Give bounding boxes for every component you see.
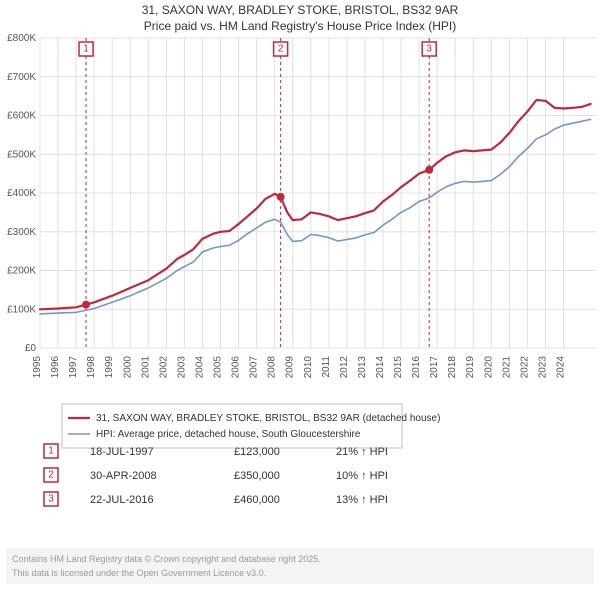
y-tick-label: £0 (25, 343, 37, 354)
sale-marker-number: 2 (278, 44, 284, 55)
x-tick-label: 1996 (50, 356, 61, 379)
y-tick-label: £100K (7, 304, 36, 315)
sales-table-price: £123,000 (234, 446, 280, 458)
sales-table-delta: 10% ↑ HPI (336, 470, 388, 482)
x-tick-label: 2010 (303, 356, 314, 379)
sales-table-date: 22-JUL-2016 (90, 494, 154, 506)
sales-table-date: 30-APR-2008 (90, 470, 157, 482)
x-tick-label: 2009 (285, 356, 296, 379)
x-tick-label: 2005 (213, 356, 224, 379)
sale-point-dot (277, 193, 285, 201)
sales-table-delta: 13% ↑ HPI (336, 494, 388, 506)
sales-table-marker-number: 3 (48, 494, 54, 505)
sales-table-marker-number: 2 (48, 470, 54, 481)
x-tick-label: 2002 (158, 356, 169, 379)
x-tick-label: 2000 (122, 356, 133, 379)
x-tick-label: 2007 (249, 356, 260, 379)
sale-point-dot (82, 301, 90, 309)
x-tick-label: 2014 (375, 356, 386, 379)
x-tick-label: 2021 (501, 356, 512, 379)
sales-table-price: £460,000 (234, 494, 280, 506)
y-tick-label: £500K (7, 149, 36, 160)
sale-marker-number: 3 (426, 44, 432, 55)
attribution-line2: This data is licensed under the Open Gov… (12, 568, 266, 578)
sales-table-price: £350,000 (234, 470, 280, 482)
price-hpi-chart: 31, SAXON WAY, BRADLEY STOKE, BRISTOL, B… (0, 0, 600, 590)
x-tick-label: 2015 (393, 356, 404, 379)
x-tick-label: 1999 (104, 356, 115, 379)
x-tick-label: 2022 (519, 356, 530, 379)
sale-marker-number: 1 (83, 44, 89, 55)
sales-table-date: 18-JUL-1997 (90, 446, 154, 458)
x-tick-label: 2008 (267, 356, 278, 379)
x-tick-label: 2004 (194, 356, 205, 379)
x-tick-label: 2019 (465, 356, 476, 379)
y-tick-label: £200K (7, 266, 36, 277)
x-tick-label: 2018 (447, 356, 458, 379)
legend (62, 404, 402, 448)
x-tick-label: 2012 (339, 356, 350, 379)
x-tick-label: 2001 (140, 356, 151, 379)
x-tick-label: 2017 (429, 356, 440, 379)
sales-table-delta: 21% ↑ HPI (336, 446, 388, 458)
legend-label: 31, SAXON WAY, BRADLEY STOKE, BRISTOL, B… (96, 413, 440, 424)
chart-title-line2: Price paid vs. HM Land Registry's House … (144, 19, 456, 33)
x-tick-label: 1995 (32, 356, 43, 379)
x-tick-label: 2020 (483, 356, 494, 379)
y-tick-label: £800K (7, 33, 36, 44)
y-tick-label: £400K (7, 188, 36, 199)
legend-label: HPI: Average price, detached house, Sout… (96, 429, 361, 440)
chart-title-line1: 31, SAXON WAY, BRADLEY STOKE, BRISTOL, B… (142, 3, 459, 17)
attribution-line1: Contains HM Land Registry data © Crown c… (12, 554, 321, 564)
x-tick-label: 2016 (411, 356, 422, 379)
x-tick-label: 1997 (68, 356, 79, 379)
x-tick-label: 2011 (321, 356, 332, 378)
x-tick-label: 2003 (176, 356, 187, 379)
sale-point-dot (425, 166, 433, 174)
x-tick-label: 2006 (231, 356, 242, 379)
x-tick-label: 2013 (357, 356, 368, 379)
sales-table-marker-number: 1 (48, 446, 54, 457)
x-tick-label: 2023 (537, 356, 548, 379)
y-tick-label: £600K (7, 111, 36, 122)
y-tick-label: £300K (7, 227, 36, 238)
x-tick-label: 2024 (556, 356, 567, 379)
y-tick-label: £700K (7, 72, 36, 83)
x-tick-label: 1998 (86, 356, 97, 379)
